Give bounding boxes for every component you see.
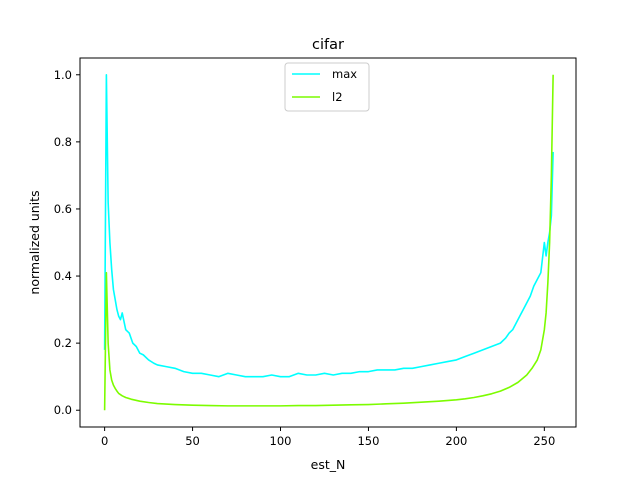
y-tick-label: 0.6: [54, 202, 72, 216]
y-tick-label: 0.8: [54, 135, 72, 149]
legend-box: [284, 62, 370, 112]
x-tick-label: 200: [445, 434, 467, 448]
x-axis-label: est_N: [311, 457, 346, 472]
y-tick-label: 0.2: [54, 336, 72, 350]
y-axis-label: normalized units: [27, 190, 42, 294]
x-tick-label: 250: [533, 434, 555, 448]
series-line-l2: [103, 74, 554, 411]
chart-title: cifar: [312, 37, 344, 53]
x-tick-label: 100: [270, 434, 292, 448]
legend-label-l2: l2: [332, 90, 343, 104]
y-tick-label: 0.0: [54, 403, 72, 417]
x-tick-label: 150: [357, 434, 379, 448]
x-tick-label: 0: [101, 434, 108, 448]
plot-area: [103, 73, 554, 411]
legend: max l2: [284, 62, 370, 112]
series-line-max: [103, 73, 554, 378]
x-axis-ticks: 0 50 100 150 200 250: [101, 427, 555, 448]
legend-label-max: max: [332, 67, 357, 81]
y-tick-label: 0.4: [54, 269, 72, 283]
x-tick-label: 50: [185, 434, 200, 448]
y-axis-ticks: 0.0 0.2 0.4 0.6 0.8 1.0: [54, 68, 80, 417]
axes-frame: [79, 57, 577, 428]
y-tick-label: 1.0: [54, 68, 72, 82]
